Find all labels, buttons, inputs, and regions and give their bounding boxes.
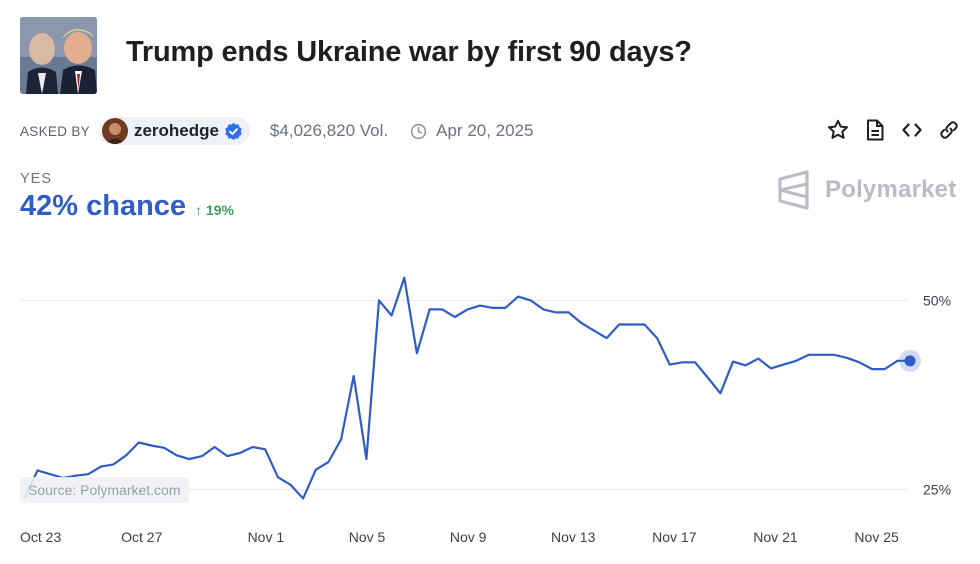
end-date: Apr 20, 2025 (410, 121, 534, 141)
x-tick-label: Nov 25 (854, 529, 899, 545)
x-tick-label: Nov 17 (652, 529, 697, 545)
volume-text: $4,026,820 Vol. (269, 121, 389, 140)
link-icon (940, 121, 958, 139)
bookmark-button[interactable] (825, 117, 851, 143)
x-tick-label: Nov 1 (248, 529, 285, 545)
market-image (20, 17, 97, 94)
y-tick-label: 50% (923, 292, 951, 308)
market-thumbnail (20, 17, 97, 94)
x-tick-label: Nov 13 (551, 529, 596, 545)
rules-button[interactable] (862, 117, 888, 143)
change-badge: ↑ 19% (195, 202, 234, 218)
latest-point-marker[interactable] (904, 355, 916, 367)
series-line-yes (23, 276, 912, 500)
x-tick-label: Nov 9 (450, 529, 487, 545)
user-name: zerohedge (133, 121, 219, 140)
chance-row: 42% chance ↑ 19% (20, 190, 234, 223)
copy-link-button[interactable] (936, 117, 962, 143)
action-bar (814, 117, 962, 143)
date-text: Apr 20, 2025 (436, 121, 534, 140)
source-caption: Source: Polymarket.com (20, 477, 189, 503)
outcome-label: YES (20, 171, 53, 187)
x-tick-label: Nov 21 (753, 529, 798, 545)
market-meta: ASKED BY zerohedge $4,026,820 Vol. Apr 2… (20, 114, 534, 148)
x-tick-label: Oct 27 (121, 529, 162, 545)
star-icon (828, 119, 848, 139)
embed-button[interactable] (899, 117, 925, 143)
asked-by-label: ASKED BY (20, 123, 90, 139)
user-chip[interactable]: zerohedge (98, 117, 250, 145)
verified-icon (225, 122, 242, 140)
x-tick-label: Oct 23 (20, 529, 61, 545)
polymarket-logo: Polymarket (776, 170, 956, 210)
x-tick-label: Nov 5 (349, 529, 386, 545)
y-tick-label: 25% (923, 481, 951, 497)
document-icon (867, 119, 884, 141)
user-avatar (101, 118, 128, 144)
market-title: Trump ends Ukraine war by first 90 days? (126, 36, 692, 68)
polymarket-icon (778, 170, 809, 210)
chance-value: 42% chance (20, 190, 187, 222)
clock-icon (410, 123, 427, 139)
embed-icon (902, 123, 922, 137)
brand-name: Polymarket (825, 176, 957, 203)
